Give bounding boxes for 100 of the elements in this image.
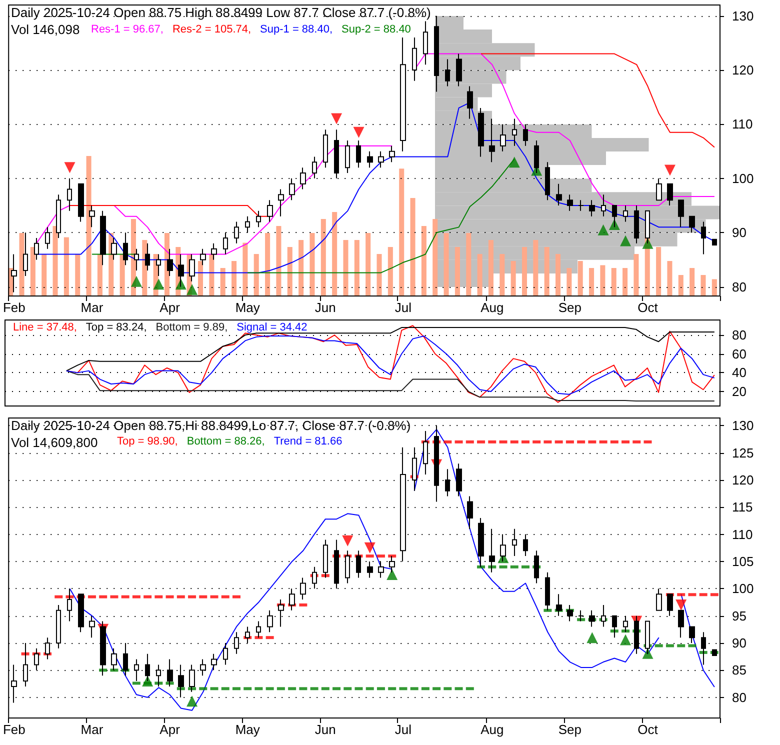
bar (477, 254, 482, 296)
bar (320, 219, 326, 296)
text: Bottom = 88.26, (186, 436, 265, 448)
candlestick (601, 194, 606, 217)
candlestick (189, 664, 195, 692)
bar (522, 247, 528, 296)
y-tick-label: 130 (732, 418, 754, 434)
x-tick-label: Mar (80, 722, 104, 737)
candlestick (278, 188, 284, 217)
candlestick (267, 200, 273, 222)
point (620, 634, 632, 646)
candlestick (378, 150, 384, 168)
point (186, 284, 198, 295)
bar (533, 240, 538, 296)
bar (354, 240, 360, 296)
point (342, 535, 354, 546)
point (642, 238, 654, 249)
candlestick (678, 610, 684, 638)
bar (97, 254, 102, 296)
bar (611, 268, 616, 296)
bar (432, 219, 438, 296)
chart-title: Daily 2025-10-24 Open 88.75,Hi 88.8499,Lo 87.7, Close 87.7 (-0.8%) (11, 418, 411, 433)
candlestick (300, 167, 306, 190)
candlestick (178, 664, 184, 698)
y-tick-label: 85 (732, 662, 746, 678)
bar (120, 254, 125, 296)
text: Trend = 81.66 (274, 436, 342, 448)
bar (220, 268, 226, 296)
x-tick-label: Apr (160, 300, 181, 315)
bar (700, 275, 706, 296)
point (586, 632, 598, 644)
bar (510, 261, 516, 296)
point (153, 278, 164, 290)
x-tick-label: Feb (2, 300, 26, 315)
candlestick (556, 594, 562, 616)
x-tick-label: Feb (2, 722, 26, 737)
bar (86, 156, 92, 296)
candlestick (200, 248, 206, 266)
y-tick-label: 120 (732, 62, 754, 78)
x-tick-label: Oct (638, 300, 658, 315)
x-tick-label: May (235, 722, 260, 737)
x-tick-label: Aug (480, 722, 504, 737)
point (142, 676, 154, 687)
point (186, 696, 198, 707)
bar (410, 198, 416, 296)
y-tick-label: 90 (732, 636, 746, 650)
series-label: Signal = 34.42 (236, 322, 308, 334)
text: Sup-2 = 88.40 (342, 24, 411, 36)
text: Res-2 = 105.74, (172, 24, 252, 36)
x-tick-label: Jun (314, 722, 336, 737)
chart-title: Daily 2025-10-24 Open 88.75 High 88.8499 Low 87.7 Close 87.7 (-0.8%) (11, 5, 431, 20)
text: Bottom = 9.89, (156, 322, 228, 334)
point (386, 569, 398, 580)
point (64, 162, 76, 174)
text: Sup-1 = 88.40, (260, 24, 333, 36)
y-tick-label: 130 (732, 8, 754, 24)
text: Vol 14,609,800 (11, 435, 98, 450)
point (364, 542, 376, 554)
bar (254, 254, 259, 296)
y-tick-label: 125 (732, 445, 754, 460)
candlestick (111, 238, 117, 260)
candlestick (367, 150, 373, 168)
candlestick (678, 200, 684, 228)
bar (75, 254, 80, 296)
candlestick (167, 658, 173, 687)
point (676, 599, 687, 610)
candlestick (467, 86, 473, 120)
candlestick (578, 200, 584, 212)
x-tick-label: Sep (558, 300, 582, 315)
bar (690, 268, 695, 296)
bar (578, 261, 583, 296)
bar (287, 247, 292, 296)
bar (500, 254, 505, 296)
bar (366, 233, 371, 296)
candlestick (78, 183, 84, 222)
candlestick (367, 560, 373, 578)
y-tick-label: 20 (732, 384, 746, 400)
point (130, 276, 142, 287)
bar (30, 247, 36, 296)
line-series (66, 370, 715, 402)
candlestick (156, 254, 161, 276)
candlestick (689, 216, 695, 234)
bar (622, 268, 628, 296)
y-tick-label: 80 (732, 690, 746, 705)
bar (265, 233, 270, 296)
candlestick (712, 238, 717, 246)
y-tick-label: 40 (732, 365, 746, 380)
point (353, 126, 364, 138)
text: Top = 98.90, (117, 436, 178, 448)
bar (399, 168, 404, 296)
x-tick-label: May (235, 300, 260, 315)
bar (232, 261, 237, 296)
y-tick-label: 115 (732, 500, 753, 515)
candlestick (111, 648, 117, 671)
bar (634, 254, 639, 296)
bar (555, 254, 561, 296)
candlestick (56, 194, 61, 239)
candlestick (356, 140, 361, 168)
candlestick (145, 653, 150, 682)
bar (712, 279, 717, 296)
